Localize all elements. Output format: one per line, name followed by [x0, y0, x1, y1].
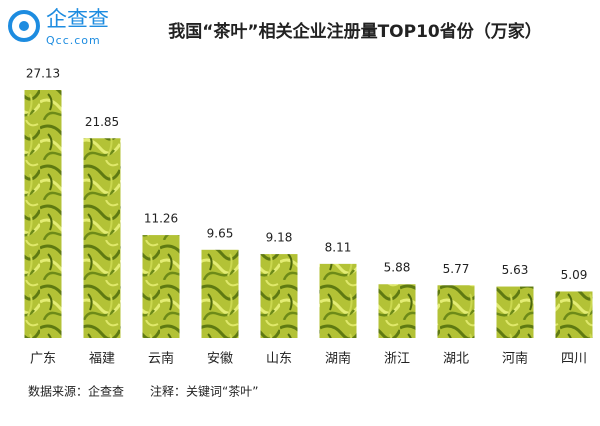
logo-name: 企查查 — [46, 7, 109, 31]
value-label: 9.65 — [207, 226, 234, 240]
bar — [24, 90, 62, 338]
bar — [83, 138, 121, 338]
value-label: 27.13 — [26, 67, 60, 81]
x-tick-label: 浙江 — [384, 352, 410, 367]
x-tick-label: 四川 — [561, 352, 587, 367]
value-label: 5.09 — [561, 268, 588, 282]
note: 注释：关键词“茶叶” — [150, 384, 258, 399]
source: 数据来源：企查查 — [28, 384, 124, 399]
value-label: 21.85 — [85, 115, 119, 129]
x-tick-label: 山东 — [266, 352, 292, 367]
x-tick-label: 安徽 — [207, 352, 233, 367]
bar — [555, 291, 593, 338]
x-tick-label: 云南 — [148, 351, 174, 367]
x-tick-label: 河南 — [502, 351, 528, 367]
value-label: 5.63 — [502, 263, 529, 277]
bar — [378, 284, 416, 338]
logo-icon-dot — [19, 21, 29, 31]
logo: 企查查 Qcc.com — [8, 7, 109, 47]
value-label: 8.11 — [325, 240, 352, 254]
value-label: 5.77 — [443, 262, 470, 276]
logo-icon — [8, 10, 40, 42]
bar — [319, 263, 357, 338]
x-tick-label: 福建 — [89, 352, 115, 367]
bar — [260, 254, 298, 338]
logo-url: Qcc.com — [46, 34, 101, 47]
value-label: 11.26 — [144, 212, 178, 226]
bar — [201, 249, 239, 338]
bar — [142, 235, 180, 338]
bar — [437, 285, 475, 338]
x-tick-label: 湖南 — [325, 351, 351, 367]
value-label: 9.18 — [266, 231, 293, 245]
chart-title: 我国“茶叶”相关企业注册量TOP10省份（万家） — [168, 21, 542, 42]
x-tick-label: 广东 — [30, 352, 56, 367]
value-label: 5.88 — [384, 261, 411, 275]
bar — [496, 286, 534, 338]
x-tick-label: 湖北 — [443, 352, 469, 367]
